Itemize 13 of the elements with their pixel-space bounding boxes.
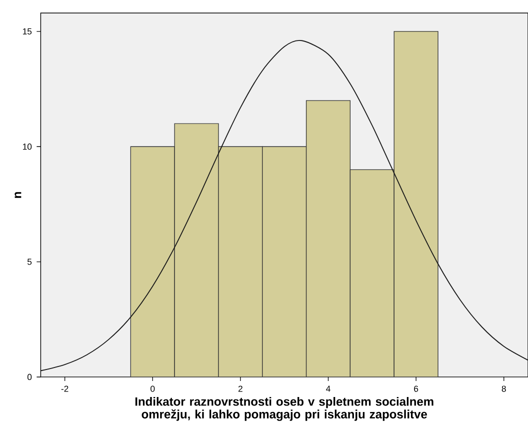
x-tick-label: 6 xyxy=(414,386,418,392)
y-axis-title: n xyxy=(14,192,22,198)
x-axis-title: Indikator raznovrstnosti oseb v spletnem socialnem omrežju, ki lahko pomagajo pri iskanju zaposlitve xyxy=(135,396,434,421)
x-tick-label: -2 xyxy=(61,386,68,392)
x-tick-label: 8 xyxy=(502,386,506,392)
x-tick-label: 2 xyxy=(238,386,242,392)
y-tick-label: 15 xyxy=(22,28,32,34)
x-tick-label: 0 xyxy=(150,386,155,392)
y-tick-label: 0 xyxy=(27,374,32,380)
x-tick-label: 4 xyxy=(326,386,330,392)
line-series xyxy=(40,40,528,372)
y-tick-label: 10 xyxy=(22,144,32,150)
y-tick-label: 5 xyxy=(28,258,32,265)
